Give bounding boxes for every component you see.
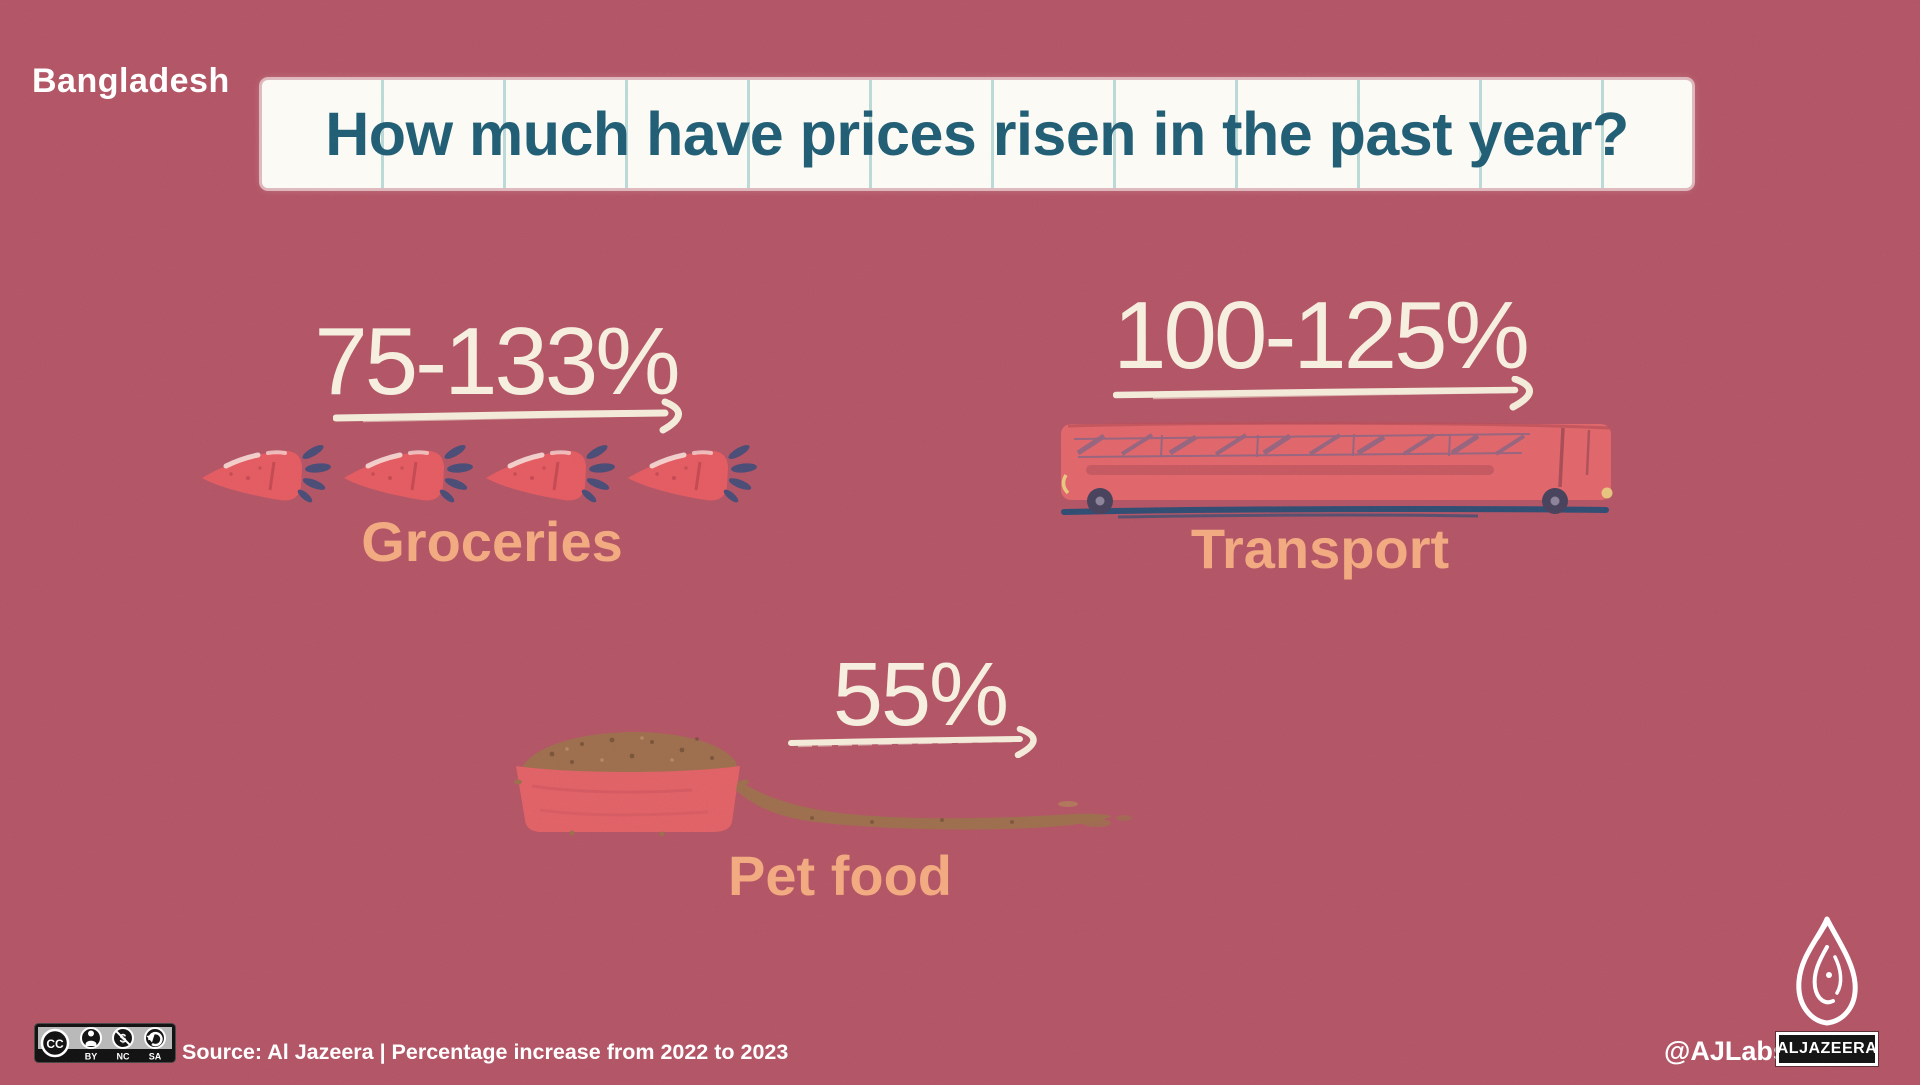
carrot-icon: [202, 445, 331, 503]
share-alike-icon: [144, 1027, 166, 1049]
increase-arrow-icon: [788, 726, 1037, 758]
license-part-sa: SA: [149, 1052, 162, 1062]
license-part-nc: NC: [117, 1052, 130, 1062]
increase-arrow-icon: [1113, 376, 1533, 411]
groceries-label: Groceries: [361, 510, 623, 573]
carrot-icon: [344, 445, 473, 503]
title-banner: How much have prices risen in the past y…: [262, 80, 1692, 188]
license-part-by: BY: [85, 1052, 98, 1062]
groceries-value: 75-133%: [314, 308, 680, 415]
groceries-illustration: [198, 440, 764, 510]
carrot-icon: [486, 445, 615, 503]
cc-license-badge: CC $ BY NC SA: [34, 1023, 176, 1063]
increase-arrow-icon: [333, 398, 682, 434]
country-label: Bangladesh: [32, 62, 230, 100]
pet-food-label: Pet food: [728, 844, 952, 907]
page-title: How much have prices risen in the past y…: [325, 100, 1629, 168]
transport-label: Transport: [1190, 517, 1450, 580]
aljazeera-wordmark: ALJAZEERA: [1775, 1031, 1879, 1067]
aljazeera-logo-icon: [1796, 916, 1858, 1026]
bus-icon: [1061, 421, 1613, 519]
svg-text:CC: CC: [46, 1037, 64, 1051]
carrot-icon: [628, 445, 757, 503]
cc-icon: CC: [40, 1028, 70, 1058]
source-text: Source: Al Jazeera | Percentage increase…: [182, 1040, 789, 1064]
non-commercial-icon: $: [112, 1027, 134, 1049]
social-handle: @AJLabs: [1664, 1036, 1788, 1066]
transport-value: 100-125%: [1113, 282, 1530, 389]
attribution-icon: [80, 1027, 102, 1049]
